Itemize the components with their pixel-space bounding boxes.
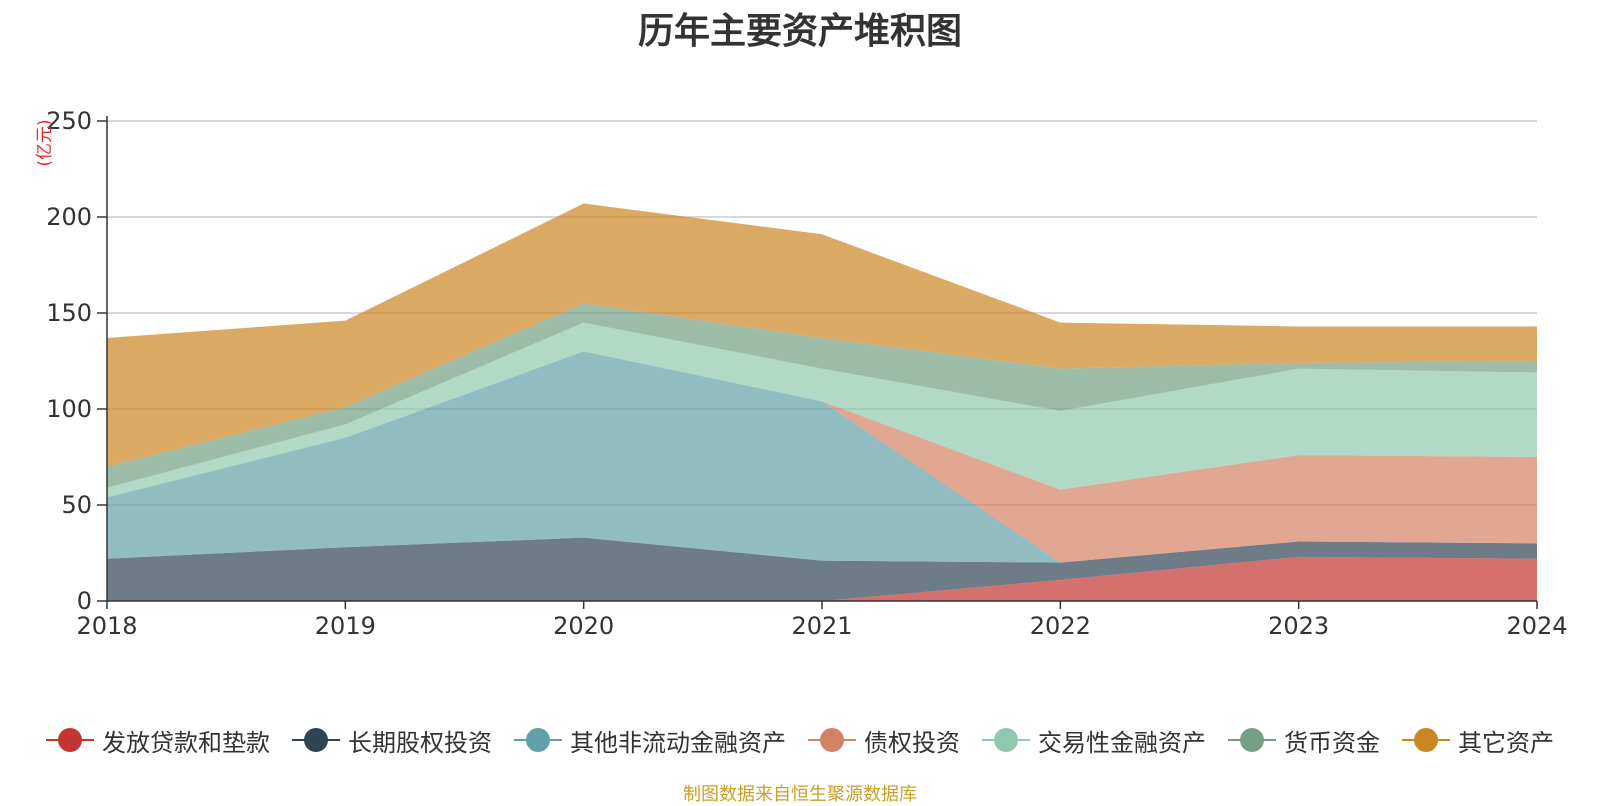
legend-item[interactable]: 交易性金融资产 [982,723,1206,758]
area-series-2 [107,351,1537,563]
area-series-1 [107,537,1537,601]
x-tick-label: 2021 [791,612,852,640]
chart-title: 历年主要资产堆积图 [637,11,962,52]
y-tick-label: 100 [46,395,92,423]
x-tick-label: 2019 [315,612,376,640]
legend-marker-icon [46,728,94,752]
legend: 发放贷款和垫款 长期股权投资 其他非流动金融资产 债权投资 交易性金融资产 货币资金 其它资… [0,718,1600,762]
legend-marker-icon [1228,728,1276,752]
area-series-4 [107,322,1537,498]
y-tick-label: 150 [46,299,92,327]
area-series-5 [107,303,1537,488]
legend-marker-icon [514,728,562,752]
area-series-6 [107,203,1537,467]
y-axis-unit-label: (亿元) [35,119,55,166]
legend-marker-icon [982,728,1030,752]
legend-label: 交易性金融资产 [1038,728,1206,757]
area-series-3 [107,351,1537,563]
stacked-areas [107,203,1537,601]
legend-item[interactable]: 其它资产 [1402,723,1554,758]
x-tick-label: 2024 [1506,612,1567,640]
legend-item[interactable]: 债权投资 [808,723,960,758]
legend-label: 长期股权投资 [348,728,492,757]
legend-item[interactable]: 长期股权投资 [292,723,492,758]
y-tick-label: 0 [77,587,92,615]
source-note: 制图数据来自恒生聚源数据库 [683,784,917,805]
area-series-0 [107,556,1537,601]
y-tick-label: 250 [46,107,92,135]
legend-label: 货币资金 [1284,728,1380,757]
y-tick-label: 50 [61,491,92,519]
legend-label: 债权投资 [864,728,960,757]
y-tick-label: 200 [46,203,92,231]
legend-item[interactable]: 货币资金 [1228,723,1380,758]
legend-label: 发放贷款和垫款 [102,728,270,757]
axes: 0 50 100 150 200 250 2018 2019 2020 2021 2022 2023 2… [46,107,1567,640]
x-tick-label: 2018 [76,612,137,640]
legend-item[interactable]: 其他非流动金融资产 [514,723,786,758]
legend-marker-icon [1402,728,1450,752]
x-tick-label: 2023 [1268,612,1329,640]
x-tick-label: 2020 [553,612,614,640]
legend-marker-icon [808,728,856,752]
legend-item[interactable]: 发放贷款和垫款 [46,723,270,758]
x-tick-label: 2022 [1030,612,1091,640]
legend-label: 其它资产 [1458,728,1554,757]
legend-marker-icon [292,728,340,752]
legend-label: 其他非流动金融资产 [570,728,786,757]
